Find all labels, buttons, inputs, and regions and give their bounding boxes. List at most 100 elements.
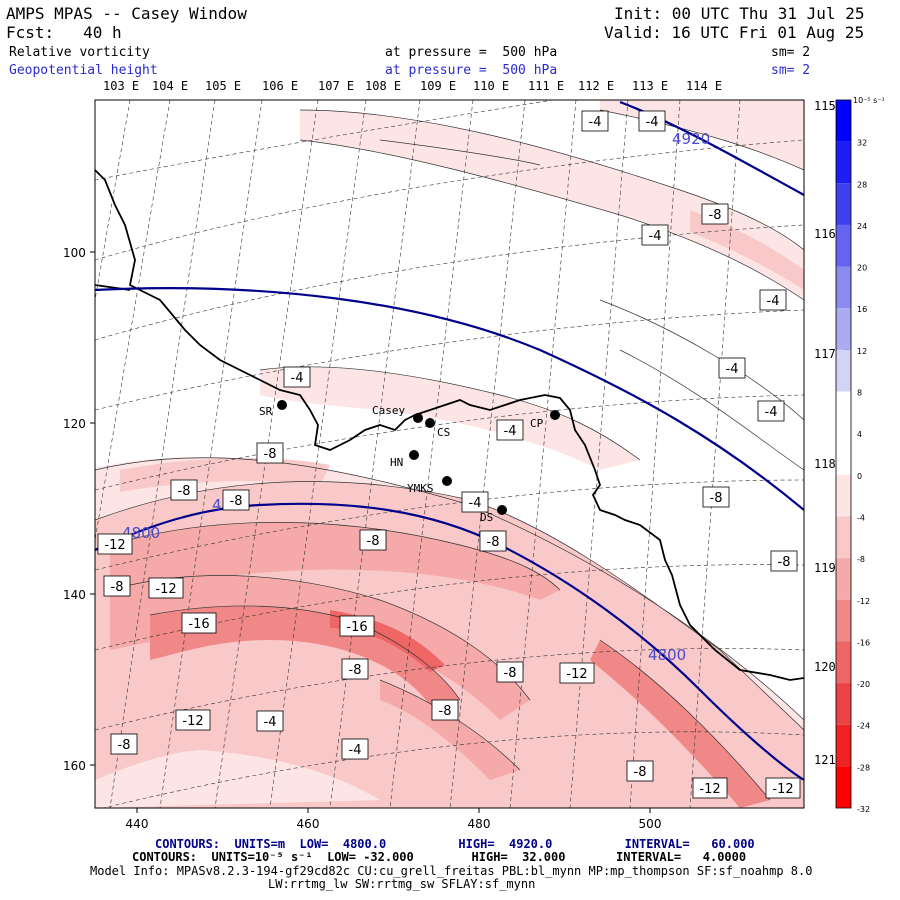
colorbar-tick-label: -12: [857, 597, 870, 606]
station-label: CP: [530, 417, 544, 430]
vorticity-label: -12: [97, 533, 133, 555]
colorbar-swatch: [836, 224, 851, 267]
vorticity-label: -8: [431, 699, 459, 721]
longitude-label: 109 E: [420, 79, 456, 93]
colorbar-swatch: [836, 558, 851, 600]
svg-text:-12: -12: [699, 782, 720, 797]
svg-text:-4: -4: [646, 115, 659, 130]
vorticity-label: -8: [701, 203, 729, 225]
stations: SR Casey CS HN YMKS DS CP: [259, 400, 560, 524]
svg-text:-8: -8: [709, 208, 722, 223]
vorticity-label: -8: [479, 530, 507, 552]
svg-text:-8: -8: [487, 535, 500, 550]
longitude-label: 110 E: [473, 79, 509, 93]
longitude-label: 108 E: [365, 79, 401, 93]
svg-text:-12: -12: [182, 714, 203, 729]
svg-text:-8: -8: [778, 555, 791, 570]
vorticity-label: -16: [339, 615, 375, 637]
vorticity-label: -12: [148, 577, 184, 599]
colorbar-swatch: [836, 474, 851, 517]
longitude-label: 107 E: [318, 79, 354, 93]
colorbar-swatch: [836, 599, 851, 642]
app-title: AMPS MPAS -- Casey Window: [6, 4, 247, 23]
svg-text:-4: -4: [589, 115, 602, 130]
svg-text:-4: -4: [649, 229, 662, 244]
svg-text:-8: -8: [349, 663, 362, 678]
svg-text:-8: -8: [504, 666, 517, 681]
colorbar-tick-label: 0: [857, 472, 862, 481]
svg-text:-8: -8: [367, 534, 380, 549]
vorticity-label: -4: [638, 110, 666, 132]
height-label: 4920: [672, 130, 710, 148]
y-tick-label: 120: [63, 417, 86, 431]
longitude-label: 106 E: [262, 79, 298, 93]
colorbar-tick-label: -8: [857, 555, 865, 564]
forecast-hour: Fcst: 40 h: [6, 23, 122, 42]
vorticity-label: -4: [461, 491, 489, 513]
colorbar-tick-label: 8: [857, 389, 862, 398]
field1-name: Relative vorticity: [9, 45, 150, 60]
vorticity-label: -8: [341, 658, 369, 680]
vorticity-label: -8: [626, 760, 654, 782]
colorbar-swatch: [836, 391, 851, 434]
vorticity-label: -12: [175, 709, 211, 731]
colorbar-tick-label: -28: [857, 763, 870, 772]
vorticity-label: -4: [341, 738, 369, 760]
colorbar-tick-label: 20: [857, 264, 867, 273]
y-tick-label: 140: [63, 588, 86, 602]
axis-ticks: [90, 251, 651, 813]
svg-text:-4: -4: [726, 362, 739, 377]
svg-text:-4: -4: [765, 405, 778, 420]
svg-text:-12: -12: [155, 582, 176, 597]
svg-text:-8: -8: [264, 447, 277, 462]
colorbar-swatch: [836, 641, 851, 684]
station-label: CS: [437, 426, 450, 439]
colorbar-swatch: [836, 349, 851, 392]
vorticity-label: -4: [496, 419, 524, 441]
vorticity-label: -8: [110, 733, 138, 755]
colorbar-tick-label: 24: [857, 222, 867, 231]
x-axis-labels: 440 460 480 500: [126, 817, 662, 831]
vorticity-label: -8: [359, 529, 387, 551]
longitude-label: 113 E: [632, 79, 668, 93]
colorbar-tick-label: -20: [857, 680, 870, 689]
vorticity-label: -12: [765, 777, 801, 799]
latlon-grid: [95, 100, 804, 808]
x-tick-label: 460: [297, 817, 320, 831]
colorbar-swatch: [836, 100, 851, 142]
vorticity-label: -8: [770, 550, 798, 572]
longitude-label: 114 E: [686, 79, 722, 93]
vorticity-label: -4: [283, 366, 311, 388]
svg-text:-8: -8: [439, 704, 452, 719]
svg-text:-12: -12: [566, 667, 587, 682]
height-label: 4800: [648, 646, 686, 664]
vorticity-label: -4: [757, 400, 785, 422]
y-tick-label: 160: [63, 759, 86, 773]
vorticity-label: -8: [702, 486, 730, 508]
colorbar-swatch: [836, 266, 851, 309]
y-axis-labels: 100 120 140 160: [63, 246, 86, 773]
svg-text:-8: -8: [118, 738, 131, 753]
vorticity-label: -4: [759, 289, 787, 311]
vorticity-label: -8: [256, 442, 284, 464]
x-tick-label: 480: [468, 817, 491, 831]
plot-frame: [94, 99, 805, 809]
vorticity-label: -8: [170, 479, 198, 501]
svg-text:-12: -12: [772, 782, 793, 797]
station-label: Casey: [372, 404, 405, 417]
field2-smoothing: sm= 2: [771, 63, 811, 78]
svg-text:-4: -4: [291, 371, 304, 386]
longitude-labels: 103 E 104 E 105 E 106 E 107 E 108 E 109 E 110 E…: [103, 79, 722, 93]
station-label: SR: [259, 405, 273, 418]
station-label: HN: [390, 456, 403, 469]
y-tick-label: 100: [63, 246, 86, 260]
colorbar-tick-label: 4: [857, 430, 862, 439]
vorticity-label: -8: [222, 489, 250, 511]
vorticity-label: -16: [181, 612, 217, 634]
colorbar-swatch: [836, 516, 851, 559]
svg-text:-4: -4: [767, 294, 780, 309]
valid-time: Valid: 16 UTC Fri 01 Aug 25: [604, 23, 865, 42]
station-marker: [497, 505, 507, 515]
station-label: DS: [480, 511, 493, 524]
